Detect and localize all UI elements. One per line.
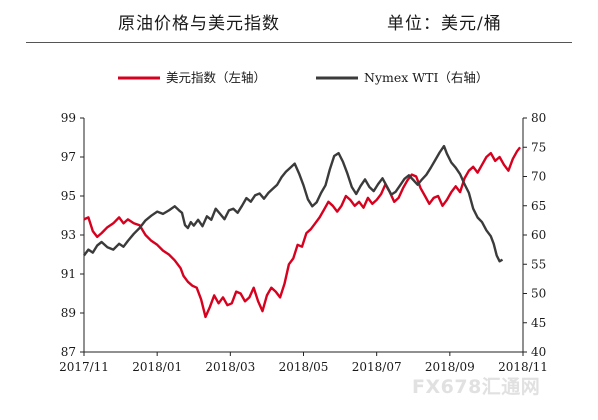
left-tick-label: 89 [61, 306, 76, 320]
left-tick-label: 87 [61, 345, 76, 359]
chart-title: 原油价格与美元指数 [118, 14, 280, 34]
x-tick-label: 2018/11 [498, 360, 548, 374]
left-tick-label: 97 [61, 150, 76, 164]
series-line-wti [83, 144, 504, 263]
watermark: FX678汇通网 [412, 376, 541, 398]
right-tick-label: 40 [531, 345, 546, 359]
x-tick-label: 2018/09 [425, 360, 475, 374]
right-tick-label: 65 [531, 199, 546, 213]
title-divider [26, 42, 572, 43]
x-tick-label: 2018/01 [132, 360, 182, 374]
x-tick-label: 2017/11 [59, 360, 109, 374]
legend-label-usd-index: 美元指数（左轴） [166, 70, 266, 85]
right-tick-label: 75 [531, 140, 546, 154]
right-tick-label: 80 [531, 111, 546, 125]
left-tick-label: 99 [61, 111, 76, 125]
right-tick-label: 60 [531, 228, 546, 242]
right-tick-label: 50 [531, 287, 546, 301]
left-tick-label: 91 [61, 267, 76, 281]
left-tick-label: 93 [61, 228, 76, 242]
legend-label-wti: Nymex WTI（右轴） [364, 70, 488, 85]
x-tick-label: 2018/03 [205, 360, 255, 374]
unit-label: 单位：美元/桶 [387, 14, 502, 34]
series-line-usd-index [83, 146, 522, 319]
right-tick-label: 70 [531, 170, 546, 184]
plot-area: 87 89 91 93 95 97 99 40 45 50 55 60 65 70 75 80 2017/11 2… [59, 111, 548, 374]
left-tick-label: 95 [61, 189, 76, 203]
x-tick-label: 2018/07 [352, 360, 402, 374]
title-bar: 原油价格与美元指数 单位：美元/桶 [0, 0, 598, 44]
right-tick-label: 45 [531, 316, 546, 330]
right-tick-label: 55 [531, 257, 546, 271]
legend: 美元指数（左轴） Nymex WTI（右轴） [118, 70, 488, 85]
x-tick-label: 2018/05 [279, 360, 329, 374]
